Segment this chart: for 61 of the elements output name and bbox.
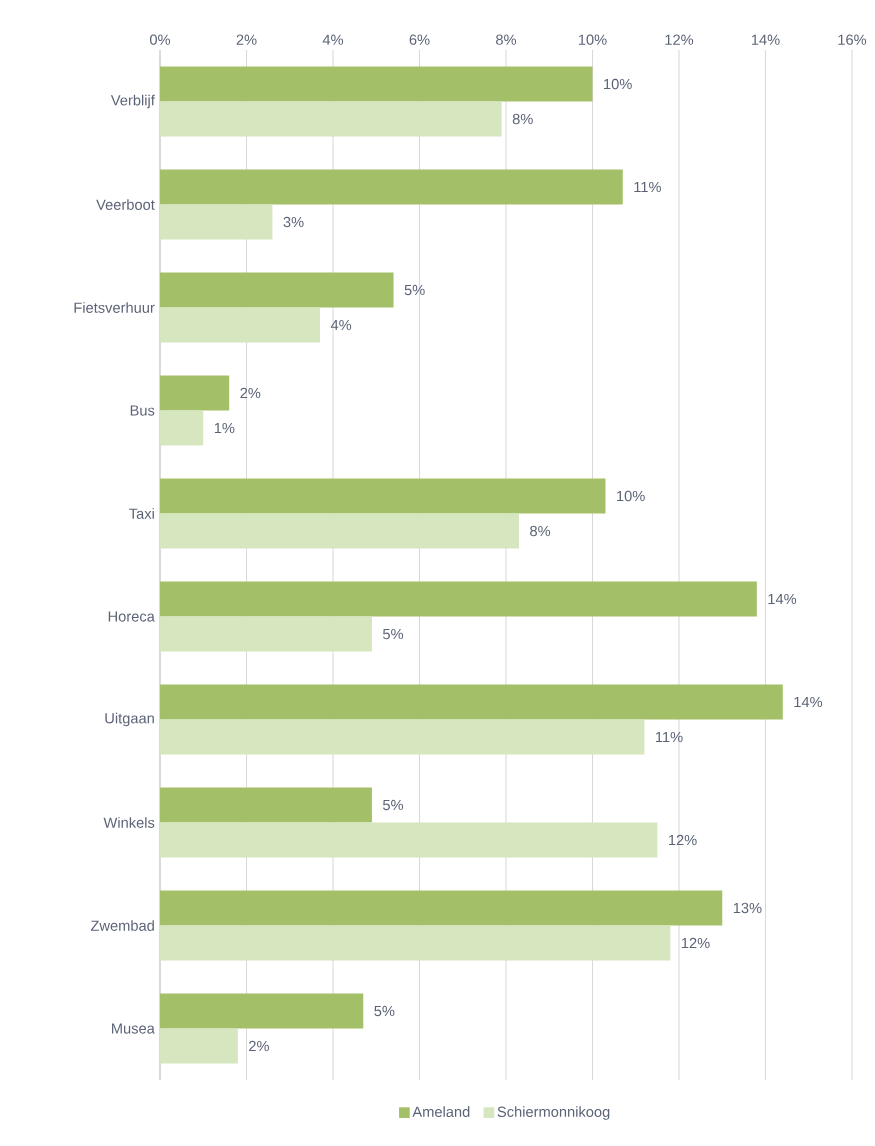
bar [160,925,671,961]
bar [160,101,502,137]
bar [160,375,230,411]
bar [160,410,204,446]
data-label: 4% [331,319,352,331]
data-label: 1% [215,422,235,434]
y-tick-label: Zwembad [91,920,155,931]
bar [160,513,520,549]
x-tick-label: 10% [579,34,607,45]
y-tick-label: Musea [112,1023,156,1034]
data-label: 8% [512,113,533,125]
bar [160,822,658,858]
x-tick-label: 2% [236,34,257,45]
x-tick-label: 6% [409,34,430,45]
bar [160,307,321,343]
bar [160,1028,239,1064]
bar [160,272,394,308]
x-tick-label: 12% [665,34,694,45]
bar [160,478,606,514]
data-label: 12% [682,937,710,949]
y-tick-label: Fietsverhuur [74,302,155,313]
y-tick-label: Uitgaan [105,712,155,727]
x-tick-label: 16% [838,34,867,45]
data-label: 11% [634,181,662,193]
data-label: 8% [530,525,551,537]
legend-label: Ameland [412,1106,470,1117]
bar [160,684,783,720]
x-tick-label: 0% [150,34,171,45]
x-tick-label: 14% [752,34,780,45]
data-label: 14% [794,696,823,708]
x-tick-label: 8% [496,34,517,45]
data-label: 10% [617,490,645,502]
data-label: 11% [656,731,683,743]
x-tick-label: 4% [322,34,344,45]
data-label: 3% [283,216,304,228]
data-label: 5% [404,284,425,296]
legend-label: Schiermonnikoog [497,1106,610,1120]
data-label: 10% [604,78,632,90]
bar [160,890,723,926]
y-tick-label: Veerboot [96,199,155,210]
data-label: 5% [383,628,404,640]
data-label: 2% [240,387,261,399]
bar [160,787,373,823]
data-label: 2% [249,1040,270,1052]
bar [160,204,273,240]
data-label: 13% [734,902,762,914]
y-tick-label: Horeca [108,611,156,622]
bar [160,66,593,102]
data-label: 12% [669,834,697,846]
bar [160,993,364,1029]
data-label: 14% [768,593,797,605]
bar [160,719,645,755]
y-tick-label: Verblijf [111,94,156,109]
y-tick-label: Bus [130,405,155,416]
y-tick-label: Taxi [129,508,155,519]
data-label: 5% [383,799,404,811]
bar [160,581,758,617]
bar [160,169,623,205]
y-tick-label: Winkels [103,817,155,828]
bar [160,616,373,652]
data-label: 5% [374,1005,395,1017]
